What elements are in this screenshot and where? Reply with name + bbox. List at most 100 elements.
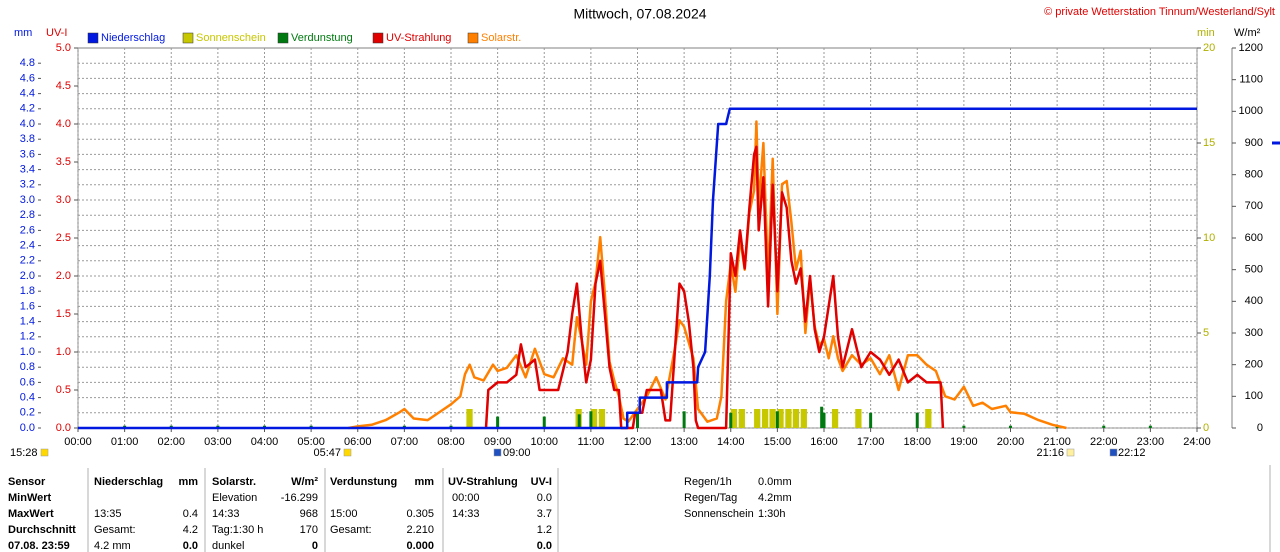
x-tick-label: 20:00 — [997, 436, 1025, 448]
source: © private Wetterstation Tinnum/Westerlan… — [1044, 6, 1275, 18]
y-tick-label: 2.0 — [20, 270, 35, 282]
table-cell: 0 — [312, 540, 318, 552]
legend-label: Verdunstung — [291, 32, 353, 44]
table-cell: 0.0 — [537, 492, 552, 504]
legend-label: Sonnenschein — [196, 32, 266, 44]
summary-label: Regen/1h — [684, 476, 732, 488]
sunshine-bar — [925, 409, 932, 428]
sunshine-bar — [777, 409, 784, 428]
y-tick-label: 0.8 — [20, 361, 35, 373]
evaporation-bar — [636, 412, 639, 428]
table-header: mm — [414, 476, 434, 488]
y3-axis-title: min — [1197, 27, 1215, 39]
table-cell: 4.2 mm — [94, 540, 131, 552]
evaporation-bar — [1009, 425, 1012, 428]
evaporation-bar — [869, 412, 873, 428]
y4-tick-label: 0 — [1257, 422, 1263, 434]
y-tick-label: 0.0 — [20, 422, 35, 434]
sunshine-bar — [466, 409, 473, 428]
table-cell: 0.4 — [183, 508, 198, 520]
y2-tick-label: 2.5 — [56, 232, 71, 244]
y-tick-label: 1.2 — [20, 331, 35, 343]
chart-title: Mittwoch, 07.08.2024 — [573, 6, 706, 22]
x-tick-label: 00:00 — [64, 436, 92, 448]
y-tick-label: 1.6 — [20, 300, 35, 312]
x-tick-label: 01:00 — [111, 436, 139, 448]
sunshine-bar — [800, 409, 807, 428]
y-tick-label: 4.4 — [20, 88, 35, 100]
y4-tick-label: 500 — [1245, 264, 1263, 276]
y4-tick-label: 100 — [1245, 390, 1263, 402]
y4-tick-label: 1100 — [1239, 74, 1263, 86]
x-tick-label: 19:00 — [950, 436, 978, 448]
table-cell: 0.0 — [537, 540, 552, 552]
table-cell: 0.305 — [406, 508, 434, 520]
evaporation-bar — [1148, 425, 1152, 428]
sunshine-bar — [761, 409, 769, 428]
table-cell: 07.08. 23:59 — [8, 540, 70, 552]
y-tick-label: 3.0 — [20, 194, 35, 206]
legend-swatch — [467, 32, 479, 44]
annotation: 21:16 — [1036, 447, 1064, 459]
legend-label: Niederschlag — [101, 32, 165, 44]
x-tick-label: 15:00 — [764, 436, 792, 448]
table-cell: 13:35 — [94, 508, 122, 520]
y2-tick-label: 4.5 — [56, 80, 71, 92]
y-tick-label: 1.8 — [20, 285, 35, 297]
x-tick-label: 11:00 — [578, 436, 605, 448]
series-line — [78, 107, 1197, 430]
annotation-icon — [493, 448, 502, 457]
table-cell: 00:00 — [452, 492, 480, 504]
y-tick-label: 3.6 — [20, 148, 35, 160]
x-tick-label: 07:00 — [391, 436, 419, 448]
evaporation-bar — [577, 414, 581, 428]
sunshine-bar — [730, 409, 738, 428]
table-cell: 1.2 — [537, 524, 552, 536]
y2-tick-label: 1.0 — [56, 346, 71, 358]
table-header: W/m² — [291, 476, 318, 488]
table-cell: dunkel — [212, 540, 244, 552]
evaporation-bar — [682, 411, 686, 428]
table-header: mm — [178, 476, 198, 488]
table-header: UV-Strahlung — [448, 476, 518, 488]
table-cell: 170 — [300, 524, 318, 536]
x-tick-label: 23:00 — [1137, 436, 1165, 448]
legend-swatch — [182, 32, 194, 44]
sunshine-bar — [792, 409, 800, 428]
evaporation-bar — [962, 425, 966, 428]
y4-tick-label: 1200 — [1239, 42, 1263, 54]
table-cell: 0.0 — [183, 540, 198, 552]
y4-tick-label: 300 — [1245, 327, 1263, 339]
series-line — [484, 145, 945, 430]
y2-tick-label: 1.5 — [56, 308, 71, 320]
y2-tick-label: 0.0 — [56, 422, 71, 434]
table-cell: 3.7 — [537, 508, 552, 520]
y4-tick-label: 700 — [1245, 200, 1263, 212]
legend-label: Solarstr. — [481, 32, 521, 44]
y2-axis-title: UV-I — [46, 27, 67, 39]
y4-tick-label: 200 — [1245, 359, 1263, 371]
annotation-icon — [1066, 448, 1075, 457]
y3-tick-label: 15 — [1203, 137, 1215, 149]
summary-label: Sonnenschein — [684, 508, 754, 520]
table-header: Niederschlag — [94, 476, 163, 488]
x-tick-label: 09:00 — [484, 436, 512, 448]
y-tick-label: 4.2 — [20, 103, 35, 115]
sunshine-bar — [785, 409, 792, 428]
y-tick-label: 0.2 — [20, 407, 35, 419]
y3-tick-label: 0 — [1203, 422, 1209, 434]
y4-tick-label: 400 — [1245, 295, 1263, 307]
x-tick-label: 21:00 — [1043, 436, 1071, 448]
x-tick-label: 05:00 — [297, 436, 325, 448]
annotation: 22:12 — [1118, 447, 1146, 459]
annotation-icon — [343, 448, 352, 457]
table-header: Verdunstung — [330, 476, 397, 488]
table-cell: Gesamt: — [94, 524, 136, 536]
y-tick-label: 4.8 — [20, 57, 35, 69]
x-tick-label: 14:00 — [717, 436, 745, 448]
y-tick-label: 3.4 — [20, 164, 35, 176]
evaporation-bar — [729, 412, 733, 428]
y-tick-label: 0.6 — [20, 376, 35, 388]
legend-swatch — [87, 32, 99, 44]
y-axis-title: mm — [14, 27, 32, 39]
